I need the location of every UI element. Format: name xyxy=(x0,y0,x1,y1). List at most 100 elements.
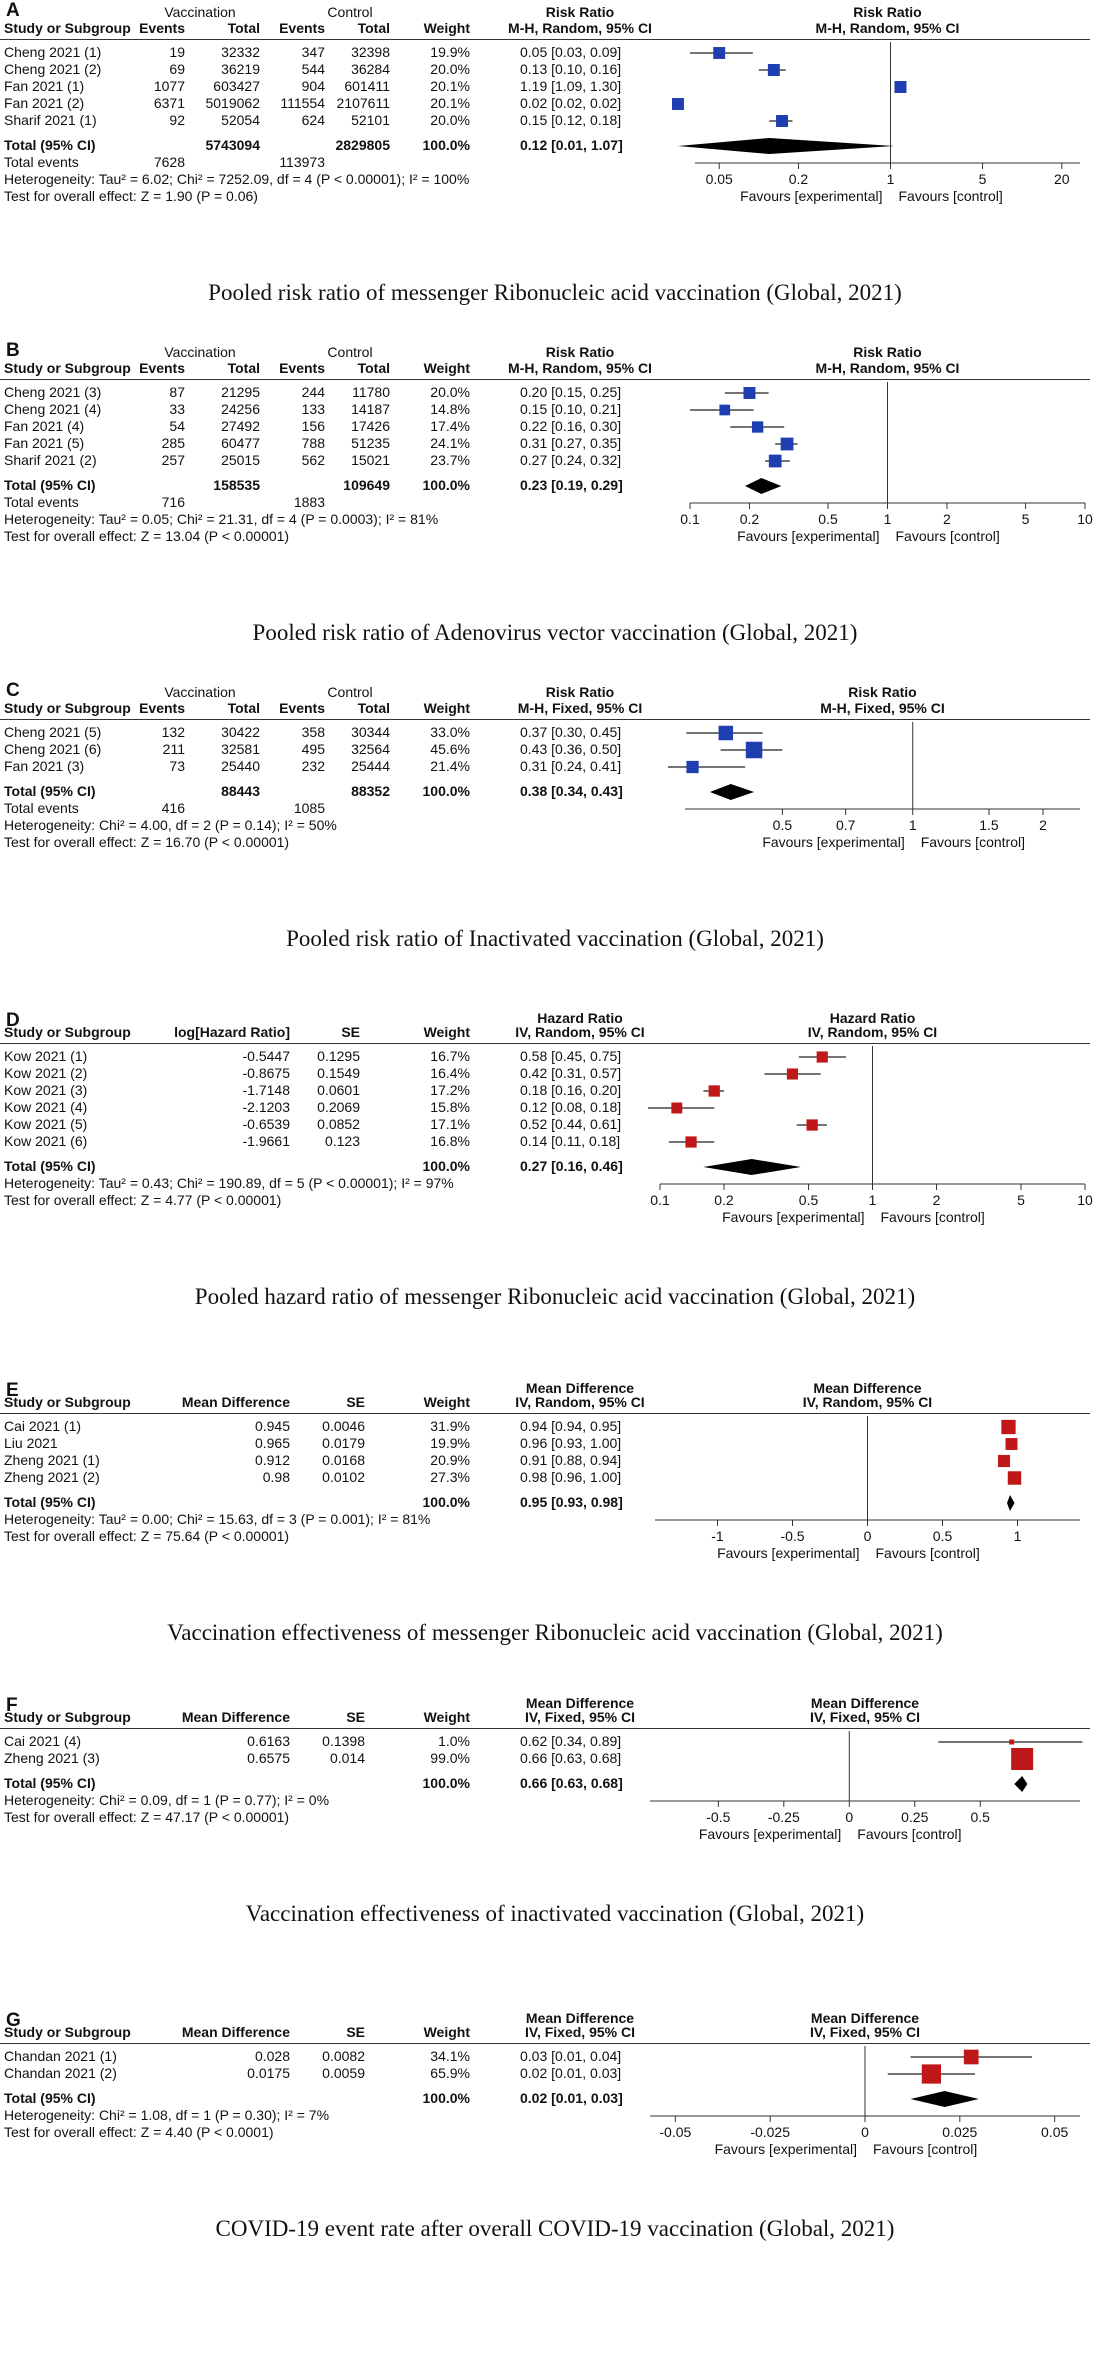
data-column-header: SE xyxy=(346,2024,365,2040)
group-header-vaccination: Vaccination xyxy=(164,684,236,700)
effect-header-table: Risk Ratio xyxy=(545,684,615,700)
heterogeneity-text: Heterogeneity: Tau² = 0.00; Chi² = 15.63… xyxy=(4,1511,431,1527)
header-rule xyxy=(0,2043,1090,2044)
data-column-header: Total xyxy=(357,20,390,36)
weight-column-header: Weight xyxy=(423,20,470,36)
data-value: 0.0175 xyxy=(247,2065,290,2081)
x-tick-label: 0.1 xyxy=(680,511,700,527)
point-estimate xyxy=(997,1454,1011,1468)
study-name: Chandan 2021 (1) xyxy=(4,2048,117,2064)
data-value: -1.9661 xyxy=(242,1133,290,1149)
events-value: 716 xyxy=(161,494,185,510)
favours-right-label: Favours [control] xyxy=(873,2141,977,2157)
favours-left-label: Favours [experimental] xyxy=(717,1545,859,1561)
method-header-plot: IV, Random, 95% CI xyxy=(802,1394,933,1410)
ci-value: 0.13 [0.10, 0.16] xyxy=(520,61,622,77)
data-value: 904 xyxy=(301,78,325,94)
heterogeneity-text: Heterogeneity: Chi² = 0.09, df = 1 (P = … xyxy=(4,1792,330,1808)
point-estimate xyxy=(1007,1471,1022,1485)
x-tick-label: 0.2 xyxy=(789,171,809,187)
point-estimate xyxy=(1005,1438,1018,1450)
total-label: Total (95% CI) xyxy=(4,137,96,153)
x-tick-label: 1 xyxy=(887,171,895,187)
weight-value: 20.1% xyxy=(430,78,470,94)
data-value: 87 xyxy=(169,384,185,400)
heterogeneity-text: Heterogeneity: Tau² = 0.05; Chi² = 21.31… xyxy=(4,511,439,527)
point-estimate xyxy=(780,437,794,451)
ci-value: 0.98 [0.96, 1.00] xyxy=(520,1469,622,1485)
study-name: Liu 2021 xyxy=(4,1435,58,1451)
events-value: 416 xyxy=(161,800,185,816)
overall-effect-text: Test for overall effect: Z = 1.90 (P = 0… xyxy=(4,188,258,204)
data-column-header: Mean Difference xyxy=(181,1394,290,1410)
panel-caption: Pooled risk ratio of messenger Ribonucle… xyxy=(208,280,902,305)
weight-value: 33.0% xyxy=(430,724,470,740)
pooled-diamond xyxy=(703,1159,801,1175)
study-name: Cheng 2021 (6) xyxy=(4,741,102,757)
method-header-plot: M-H, Random, 95% CI xyxy=(815,20,960,36)
x-tick-label: 0 xyxy=(864,1528,872,1544)
ci-value: 0.58 [0.45, 0.75] xyxy=(520,1048,622,1064)
effect-header-table: Mean Difference xyxy=(525,1380,635,1396)
weight-value: 23.7% xyxy=(430,452,470,468)
events-label: Total events xyxy=(4,154,79,170)
header-rule xyxy=(0,1043,1090,1044)
panel-e: E Mean Difference Mean Difference Study or … xyxy=(0,1380,1110,1710)
weight-value: 24.1% xyxy=(430,435,470,451)
weight-column-header: Weight xyxy=(423,360,470,376)
method-header-table: IV, Fixed, 95% CI xyxy=(525,2024,635,2040)
weight-value: 20.0% xyxy=(430,112,470,128)
data-value: 30422 xyxy=(221,724,260,740)
method-header-plot: IV, Fixed, 95% CI xyxy=(810,1709,920,1725)
panel-b: B Vaccination Control Risk Ratio Risk Ratio S… xyxy=(0,340,1110,670)
favours-left-label: Favours [experimental] xyxy=(715,2141,857,2157)
panel-label: C xyxy=(6,680,20,701)
panel-label: B xyxy=(6,340,20,361)
study-name: Cheng 2021 (2) xyxy=(4,61,102,77)
ci-value: 0.20 [0.15, 0.25] xyxy=(520,384,622,400)
data-value: 211 xyxy=(162,741,185,757)
total-label: Total (95% CI) xyxy=(4,1775,96,1791)
method-header-plot: M-H, Fixed, 95% CI xyxy=(820,700,945,716)
data-column-header: log[Hazard Ratio] xyxy=(174,1024,290,1040)
study-name: Cheng 2021 (5) xyxy=(4,724,102,740)
data-column-header: Events xyxy=(139,360,185,376)
pooled-diamond xyxy=(745,478,782,494)
header-rule xyxy=(0,39,1090,40)
point-estimate xyxy=(745,741,763,759)
ci-value: 0.02 [0.01, 0.03] xyxy=(520,2065,622,2081)
data-value: 133 xyxy=(301,401,325,417)
effect-header-plot: Risk Ratio xyxy=(848,684,917,700)
ci-value: 0.27 [0.24, 0.32] xyxy=(520,452,622,468)
weight-value: 21.4% xyxy=(430,758,470,774)
heterogeneity-text: Heterogeneity: Tau² = 0.43; Chi² = 190.8… xyxy=(4,1175,454,1191)
total-weight: 100.0% xyxy=(422,783,470,799)
events-value: 1085 xyxy=(293,800,325,816)
point-estimate xyxy=(672,98,684,110)
weight-value: 31.9% xyxy=(430,1418,470,1434)
effect-header-plot: Hazard Ratio xyxy=(829,1010,916,1026)
data-value: 244 xyxy=(301,384,325,400)
panel-g: G Mean Difference Mean Difference Study or … xyxy=(0,2010,1110,2340)
data-value: 0.0082 xyxy=(322,2048,365,2064)
panel-c: C Vaccination Control Risk Ratio Risk Ratio S… xyxy=(0,680,1110,1010)
data-column-header: SE xyxy=(346,1394,365,1410)
study-column-header: Study or Subgroup xyxy=(4,1024,131,1040)
weight-value: 20.1% xyxy=(430,95,470,111)
ci-value: 0.43 [0.36, 0.50] xyxy=(520,741,622,757)
data-column-header: SE xyxy=(341,1024,360,1040)
weight-column-header: Weight xyxy=(423,1709,470,1725)
x-tick-label: 0.05 xyxy=(706,171,733,187)
x-tick-label: 0.5 xyxy=(799,1192,819,1208)
weight-value: 34.1% xyxy=(430,2048,470,2064)
overall-effect-text: Test for overall effect: Z = 13.04 (P < … xyxy=(4,528,290,544)
study-name: Sharif 2021 (2) xyxy=(4,452,97,468)
heterogeneity-text: Heterogeneity: Chi² = 4.00, df = 2 (P = … xyxy=(4,817,337,833)
ci-value: 0.15 [0.12, 0.18] xyxy=(520,112,622,128)
point-estimate xyxy=(806,1119,818,1131)
total-value: 88352 xyxy=(351,783,390,799)
ci-value: 0.66 [0.63, 0.68] xyxy=(520,1750,622,1766)
weight-column-header: Weight xyxy=(423,700,470,716)
data-value: 0.98 xyxy=(262,1469,290,1485)
weight-value: 17.1% xyxy=(430,1116,470,1132)
